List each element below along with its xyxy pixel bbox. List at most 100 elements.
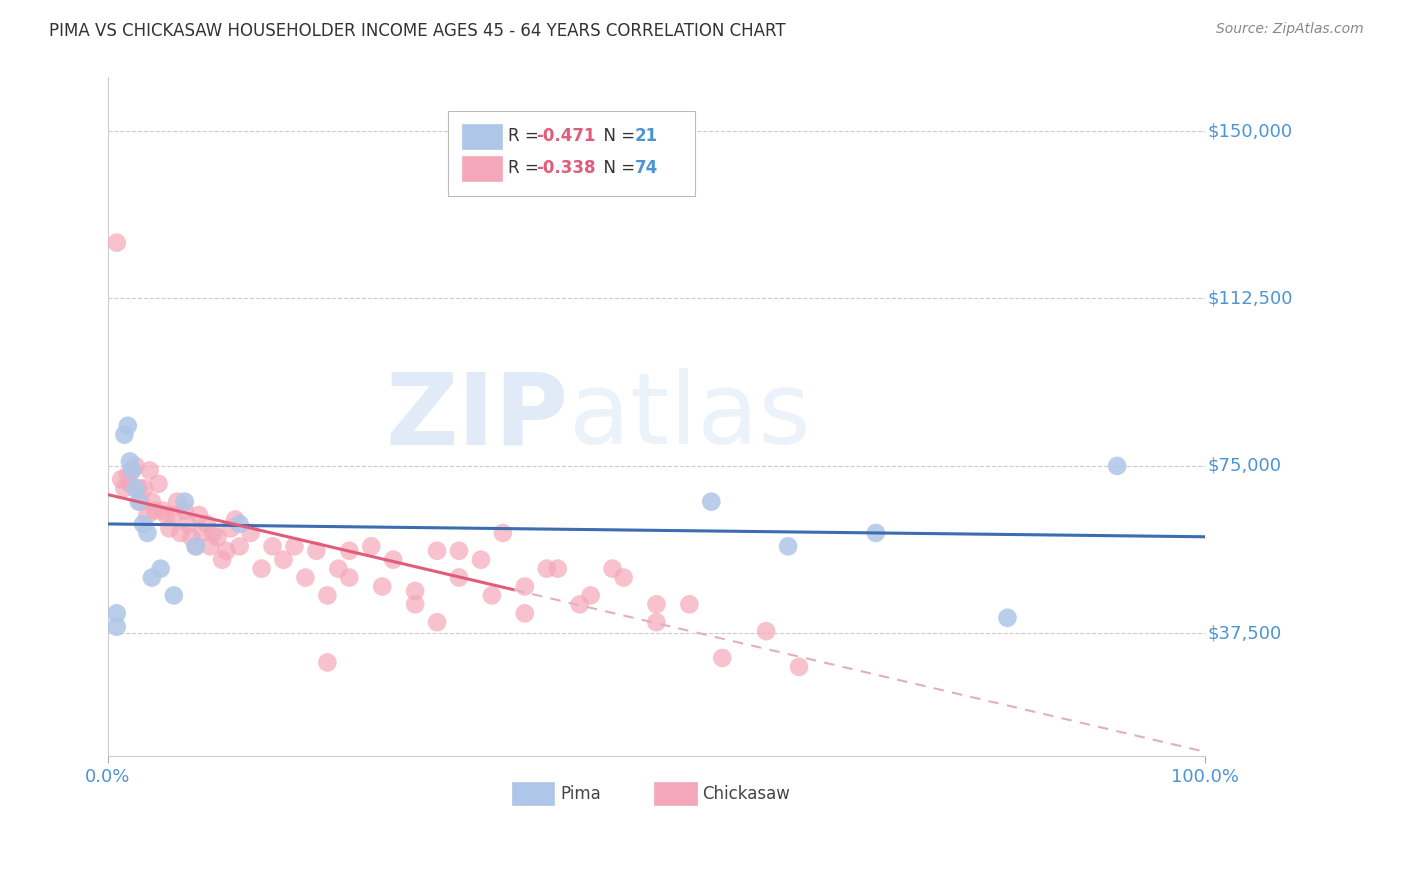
Point xyxy=(155,508,177,522)
Text: N =: N = xyxy=(593,160,640,178)
Point xyxy=(121,463,143,477)
Point xyxy=(447,543,470,558)
Text: Chickasaw: Chickasaw xyxy=(703,785,790,803)
Point xyxy=(513,580,536,594)
Point xyxy=(143,503,166,517)
Point xyxy=(602,561,624,575)
Point xyxy=(202,525,225,540)
Point xyxy=(105,607,128,621)
Point xyxy=(124,481,146,495)
Point xyxy=(426,543,449,558)
Text: -0.338: -0.338 xyxy=(536,160,595,178)
Point xyxy=(228,516,250,531)
Point xyxy=(250,561,273,575)
Point xyxy=(997,611,1019,625)
Text: ZIP: ZIP xyxy=(385,368,568,466)
Point xyxy=(118,454,141,468)
Point xyxy=(173,503,195,517)
FancyBboxPatch shape xyxy=(463,156,502,180)
Point xyxy=(305,543,328,558)
Point xyxy=(645,598,668,612)
Point xyxy=(134,481,156,495)
Point xyxy=(149,561,172,575)
Point xyxy=(337,543,360,558)
Point xyxy=(207,530,229,544)
Point xyxy=(470,552,492,566)
Point xyxy=(117,418,139,433)
Point xyxy=(328,561,350,575)
Point xyxy=(177,516,200,531)
Point xyxy=(224,512,246,526)
Text: atlas: atlas xyxy=(568,368,810,466)
Point xyxy=(481,589,503,603)
FancyBboxPatch shape xyxy=(512,782,554,805)
Point xyxy=(239,525,262,540)
Point xyxy=(169,525,191,540)
Text: Pima: Pima xyxy=(560,785,600,803)
Point xyxy=(547,561,569,575)
Point xyxy=(316,589,339,603)
Point xyxy=(513,607,536,621)
Point xyxy=(117,467,139,482)
Point xyxy=(105,235,128,250)
Point xyxy=(426,615,449,630)
Text: -0.471: -0.471 xyxy=(536,128,595,145)
Text: $37,500: $37,500 xyxy=(1208,624,1281,642)
Point xyxy=(787,660,810,674)
Point xyxy=(316,656,339,670)
Point xyxy=(136,508,159,522)
Point xyxy=(110,472,132,486)
Point xyxy=(141,570,163,584)
Point xyxy=(105,620,128,634)
Point xyxy=(294,570,316,584)
Point xyxy=(114,427,136,442)
Point xyxy=(211,552,233,566)
Point xyxy=(132,516,155,531)
Point xyxy=(191,525,214,540)
Point xyxy=(136,525,159,540)
Text: 21: 21 xyxy=(634,128,658,145)
Point xyxy=(124,458,146,473)
Point xyxy=(568,598,591,612)
Point xyxy=(711,651,734,665)
Point xyxy=(180,530,202,544)
Point xyxy=(138,463,160,477)
Point xyxy=(184,539,207,553)
Point xyxy=(228,539,250,553)
Point xyxy=(152,503,174,517)
Text: Source: ZipAtlas.com: Source: ZipAtlas.com xyxy=(1216,22,1364,37)
Text: PIMA VS CHICKASAW HOUSEHOLDER INCOME AGES 45 - 64 YEARS CORRELATION CHART: PIMA VS CHICKASAW HOUSEHOLDER INCOME AGE… xyxy=(49,22,786,40)
Point xyxy=(700,494,723,508)
Point xyxy=(128,494,150,508)
Point xyxy=(148,476,170,491)
Point xyxy=(188,508,211,522)
Point xyxy=(337,570,360,584)
Point xyxy=(371,580,394,594)
Text: $150,000: $150,000 xyxy=(1208,122,1292,140)
Text: 74: 74 xyxy=(634,160,658,178)
FancyBboxPatch shape xyxy=(654,782,697,805)
FancyBboxPatch shape xyxy=(463,124,502,149)
Point xyxy=(215,543,238,558)
Point xyxy=(219,521,242,535)
Point xyxy=(198,539,221,553)
Point xyxy=(678,598,700,612)
Point xyxy=(865,525,887,540)
Point xyxy=(121,463,143,477)
Point xyxy=(755,624,778,639)
Point xyxy=(118,476,141,491)
Point xyxy=(141,494,163,508)
Point xyxy=(262,539,284,553)
Point xyxy=(404,584,426,599)
Point xyxy=(283,539,305,553)
Point xyxy=(195,516,218,531)
Point xyxy=(128,481,150,495)
Point xyxy=(114,481,136,495)
Point xyxy=(173,494,195,508)
Text: $75,000: $75,000 xyxy=(1208,457,1281,475)
Point xyxy=(157,521,180,535)
Point xyxy=(612,570,634,584)
Point xyxy=(579,589,602,603)
Text: N =: N = xyxy=(593,128,640,145)
Point xyxy=(645,615,668,630)
